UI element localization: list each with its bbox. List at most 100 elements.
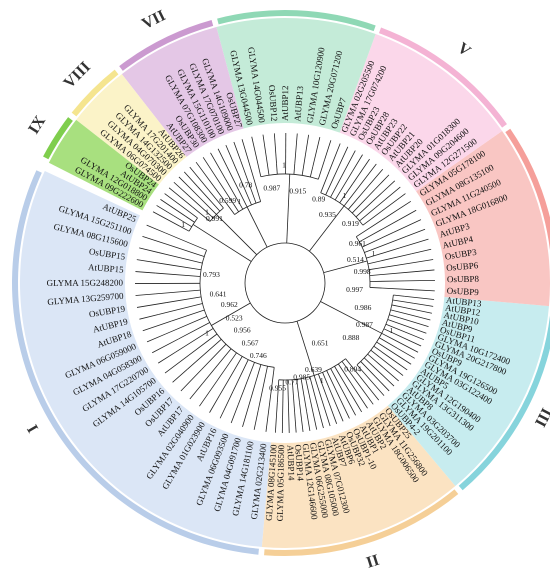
internal-branch xyxy=(390,309,412,316)
clade-numeral-IX: IX xyxy=(25,113,49,138)
internal-branch xyxy=(364,236,407,253)
clade-stem xyxy=(309,205,345,252)
tip-branch xyxy=(359,376,380,401)
internal-branch xyxy=(225,178,244,210)
clade-numeral-II: II xyxy=(364,552,381,569)
leaf-label: OsUBP3 xyxy=(444,247,478,262)
tip-branch xyxy=(152,211,180,227)
internal-branch xyxy=(213,186,235,215)
tip-branch xyxy=(164,354,190,374)
bootstrap-value: 0.991 xyxy=(206,214,223,223)
tip-branch xyxy=(385,347,412,365)
internal-branch xyxy=(185,215,195,223)
bootstrap-value: 0.78 xyxy=(239,180,252,189)
leaf-label: AtUBP13 xyxy=(292,85,305,122)
leaf-label: GLYMA 05G186500 xyxy=(275,444,286,521)
tip-branch xyxy=(351,394,363,413)
bootstrap-value: 0.514 xyxy=(347,255,364,264)
tip-branch xyxy=(381,193,406,212)
internal-branch xyxy=(381,332,392,339)
bootstrap-value: 0.651 xyxy=(312,338,329,347)
clade-sector-V xyxy=(339,33,503,192)
tip-branch xyxy=(328,143,341,172)
tip-branch xyxy=(139,313,159,320)
clade-ring-VII xyxy=(119,20,214,71)
tip-branch xyxy=(195,161,215,187)
bootstrap-value: 0.955 xyxy=(269,383,286,392)
tip-branch xyxy=(139,247,159,253)
tip-branch xyxy=(233,141,242,161)
internal-branch xyxy=(356,364,365,374)
clade-numeral-VII: VII xyxy=(139,7,168,33)
tip-branch xyxy=(178,176,201,199)
clade-stem xyxy=(323,260,368,274)
bootstrap-one: 1 xyxy=(372,249,376,258)
internal-branch xyxy=(326,370,342,401)
tip-branch xyxy=(242,397,252,427)
internal-branch xyxy=(330,176,342,198)
internal-branch xyxy=(237,362,255,405)
bootstrap-value: 0.641 xyxy=(210,290,227,299)
internal-branch xyxy=(188,333,218,356)
tip-branch xyxy=(398,209,417,221)
clade-numeral-VIII: VIII xyxy=(61,59,94,92)
internal-branch xyxy=(345,358,361,377)
internal-branch xyxy=(197,186,221,212)
internal-branch xyxy=(334,171,353,201)
tip-branch xyxy=(339,146,349,166)
bootstrap-value: 0.77 xyxy=(285,377,298,386)
internal-branch xyxy=(393,294,405,297)
internal-branch xyxy=(360,361,376,377)
bootstrap-value: 0.894 xyxy=(344,364,361,373)
clade-ring-II xyxy=(264,489,459,556)
clade-arc xyxy=(356,294,394,366)
internal-branch xyxy=(301,154,306,176)
internal-branch xyxy=(379,337,398,349)
tip-branch xyxy=(210,152,226,180)
tip-branch xyxy=(312,137,321,167)
internal-branch xyxy=(361,231,394,248)
internal-branch xyxy=(368,263,404,271)
tip-branch xyxy=(391,338,419,353)
tip-branch xyxy=(183,171,198,187)
tip-branch xyxy=(329,404,338,424)
internal-branch xyxy=(330,368,342,390)
internal-branch xyxy=(370,349,380,358)
tip-branch xyxy=(414,289,435,292)
internal-branch xyxy=(362,211,382,226)
bootstrap-value: 0.523 xyxy=(226,313,243,322)
clade-stem xyxy=(192,224,252,262)
internal-branch xyxy=(232,359,249,392)
tip-branch xyxy=(135,271,156,274)
bootstrap-value: 0.639 xyxy=(305,365,322,374)
clade-sector-VI xyxy=(216,17,376,133)
internal-branch xyxy=(305,377,311,401)
tip-branch xyxy=(363,163,377,181)
leaf-label: AtUBP14 xyxy=(286,445,297,481)
tip-branch xyxy=(209,395,220,413)
internal-branch xyxy=(373,345,392,359)
internal-branch xyxy=(173,215,192,227)
tip-branch xyxy=(136,302,167,308)
clade-numeral-III: III xyxy=(532,406,550,430)
internal-branch xyxy=(391,304,403,308)
clade-sector-VII xyxy=(121,27,244,157)
clade-numeral-I: I xyxy=(23,422,41,436)
internal-branch xyxy=(226,166,248,208)
internal-branch xyxy=(313,375,322,398)
internal-branch xyxy=(366,247,400,259)
internal-branch xyxy=(250,167,262,202)
internal-branch xyxy=(213,173,239,212)
tip-branch xyxy=(142,320,172,332)
internal-branch xyxy=(291,379,296,413)
tip-branch xyxy=(251,136,259,167)
tip-branch xyxy=(265,401,271,432)
leaf-label: OsUBP6 xyxy=(446,260,479,273)
tip-branch xyxy=(219,391,234,419)
tip-branch xyxy=(142,235,172,247)
tip-branch xyxy=(168,187,193,208)
tip-branch xyxy=(146,224,166,234)
internal-branch xyxy=(334,366,352,395)
leaf-label: OsUBP12 xyxy=(267,85,280,122)
tip-branch xyxy=(305,134,310,155)
